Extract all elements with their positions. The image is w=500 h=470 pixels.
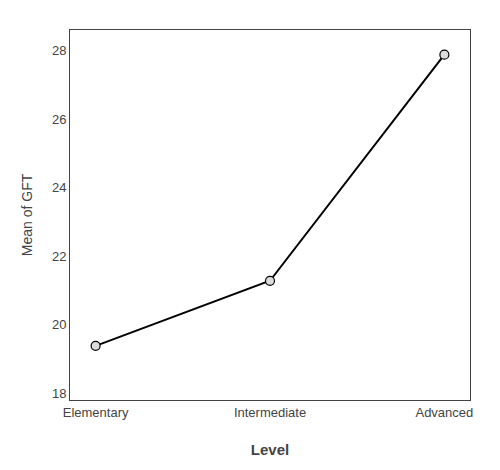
svg-text:Advanced: Advanced (415, 405, 473, 420)
svg-text:Intermediate: Intermediate (234, 405, 306, 420)
svg-text:Level: Level (251, 441, 289, 458)
svg-text:22: 22 (52, 249, 66, 264)
svg-text:26: 26 (52, 112, 66, 127)
svg-text:20: 20 (52, 317, 66, 332)
svg-text:28: 28 (52, 43, 66, 58)
svg-text:Elementary: Elementary (63, 405, 129, 420)
svg-text:24: 24 (52, 180, 66, 195)
svg-text:Mean of GFT: Mean of GFT (19, 173, 35, 256)
svg-text:18: 18 (52, 386, 66, 401)
